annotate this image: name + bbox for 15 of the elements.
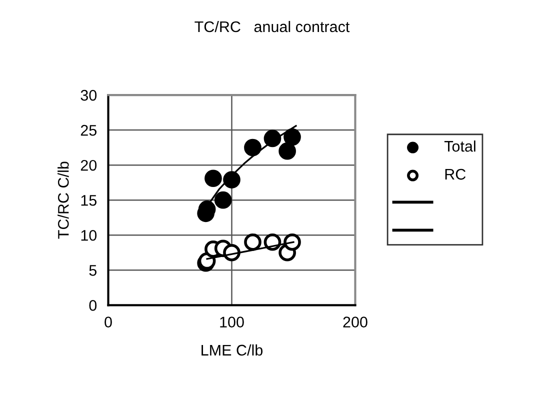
- y-tick-label: 10: [81, 230, 97, 241]
- y-tick-label: 25: [80, 124, 97, 136]
- x-axis-title: LME C/lb: [202, 344, 263, 356]
- y-axis-title: TC/RC C/lb: [58, 162, 69, 239]
- legend-label: RC: [445, 168, 466, 180]
- legend-label: Total: [444, 140, 476, 152]
- x-tick-label: 100: [220, 316, 244, 328]
- y-tick-label: 0: [89, 300, 97, 311]
- y-tick-label: 15: [81, 195, 97, 206]
- x-tick-label: 0: [104, 316, 112, 328]
- y-tick-label: 5: [89, 265, 97, 276]
- x-tick-label: 200: [343, 316, 368, 328]
- chart-title: TC/RC anual contract: [194, 20, 350, 32]
- y-tick-label: 20: [80, 160, 97, 171]
- y-tick-label: 30: [80, 90, 97, 101]
